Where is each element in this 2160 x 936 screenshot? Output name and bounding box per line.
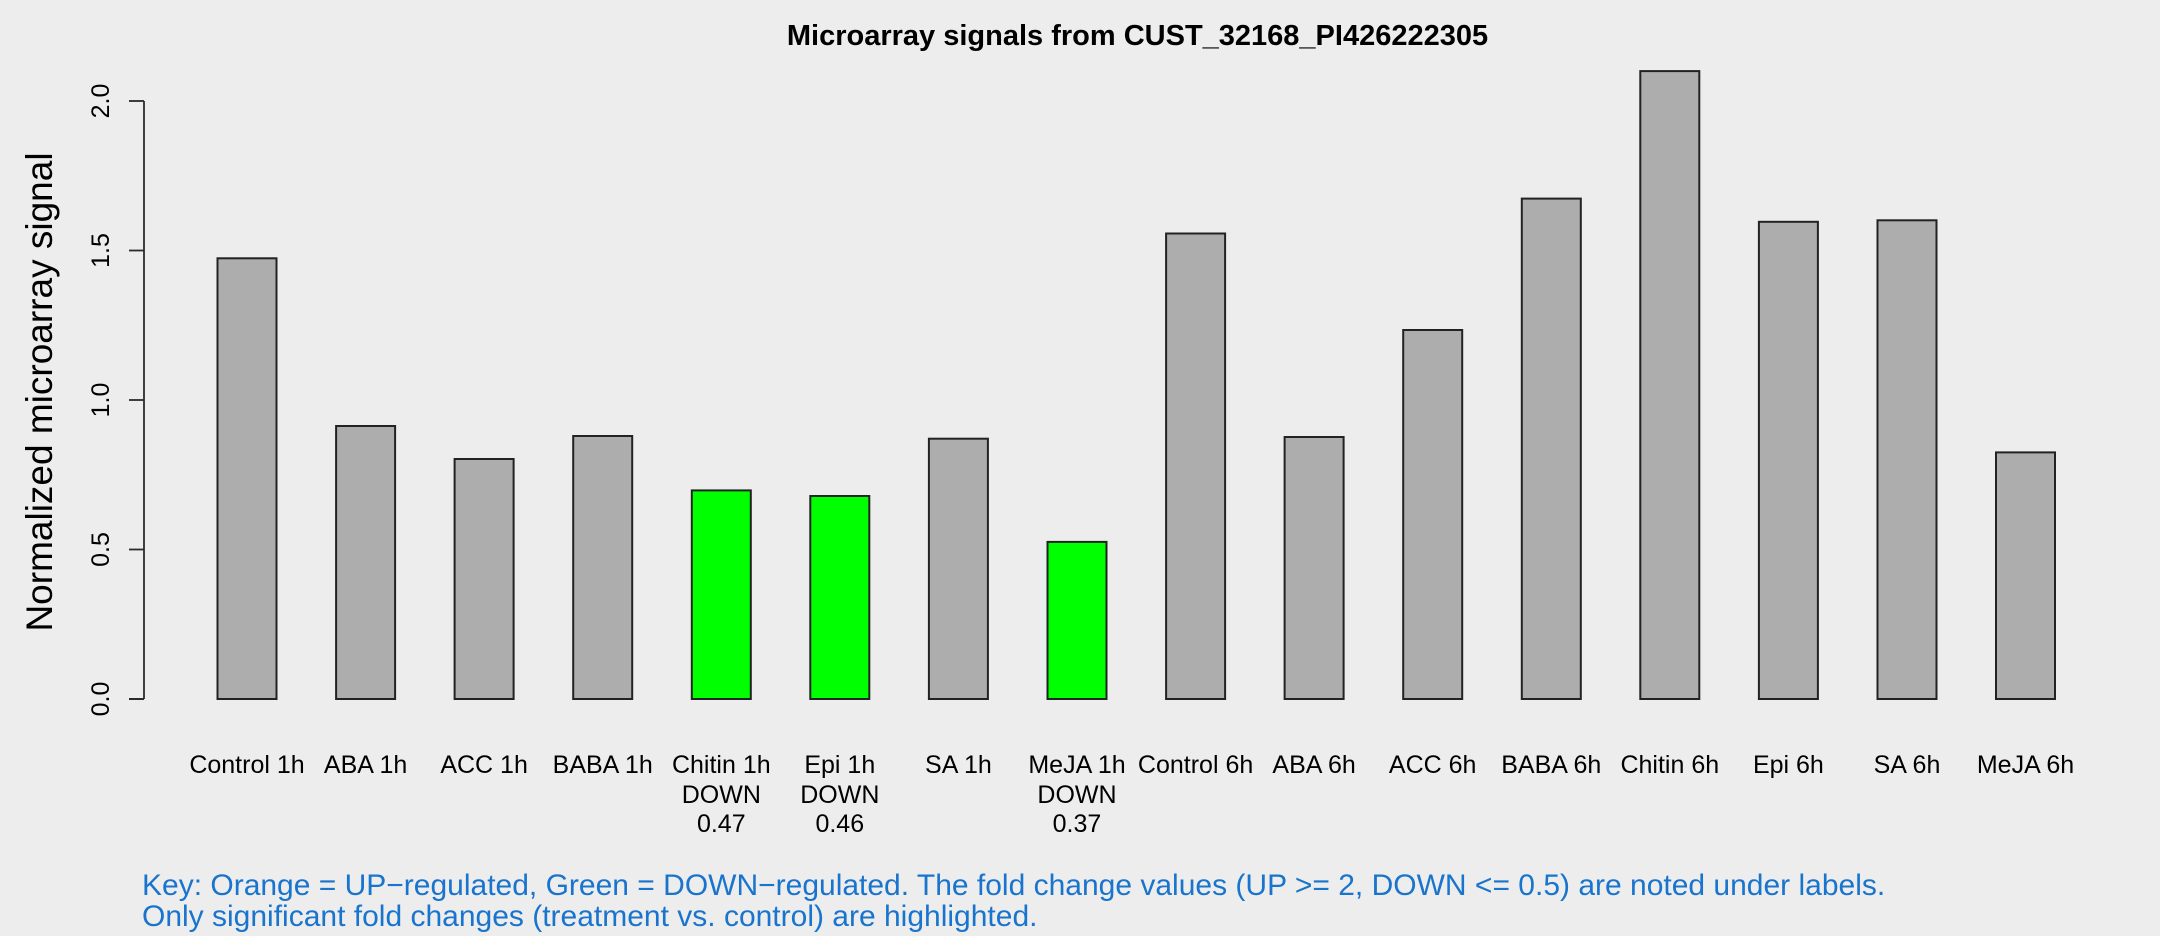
svg-text:Only significant fold changes: Only significant fold changes (treatment… [142,900,1037,933]
svg-text:DOWN: DOWN [682,781,761,809]
svg-text:ACC 1h: ACC 1h [440,751,528,779]
svg-text:BABA 6h: BABA 6h [1501,751,1601,779]
svg-text:Chitin 6h: Chitin 6h [1620,751,1719,779]
svg-text:Chitin 1h: Chitin 1h [672,751,771,779]
svg-text:MeJA 1h: MeJA 1h [1028,751,1125,779]
svg-text:Epi 1h: Epi 1h [804,751,875,779]
svg-text:ABA 1h: ABA 1h [324,751,407,779]
svg-text:Control 1h: Control 1h [189,751,304,779]
svg-text:1.5: 1.5 [87,233,115,268]
svg-text:0.0: 0.0 [87,682,115,717]
svg-text:ABA 6h: ABA 6h [1272,751,1355,779]
svg-text:DOWN: DOWN [800,781,879,809]
svg-text:Epi 6h: Epi 6h [1753,751,1824,779]
svg-text:0.5: 0.5 [87,532,115,567]
svg-text:MeJA 6h: MeJA 6h [1977,751,2074,779]
svg-text:Control 6h: Control 6h [1138,751,1253,779]
svg-text:2.0: 2.0 [87,84,115,119]
svg-text:Microarray signals from CUST_3: Microarray signals from CUST_32168_PI426… [787,20,1488,52]
svg-text:SA 1h: SA 1h [925,751,992,779]
svg-text:0.37: 0.37 [1053,810,1102,838]
svg-text:Key: Orange = UP−regulated, Gr: Key: Orange = UP−regulated, Green = DOWN… [142,869,1885,902]
svg-text:ACC 6h: ACC 6h [1389,751,1477,779]
svg-text:Normalized microarray signal: Normalized microarray signal [19,152,60,631]
svg-text:DOWN: DOWN [1037,781,1116,809]
svg-text:SA 6h: SA 6h [1874,751,1941,779]
svg-text:0.46: 0.46 [815,810,864,838]
svg-text:1.0: 1.0 [87,383,115,418]
svg-text:0.47: 0.47 [697,810,746,838]
svg-text:BABA 1h: BABA 1h [553,751,653,779]
